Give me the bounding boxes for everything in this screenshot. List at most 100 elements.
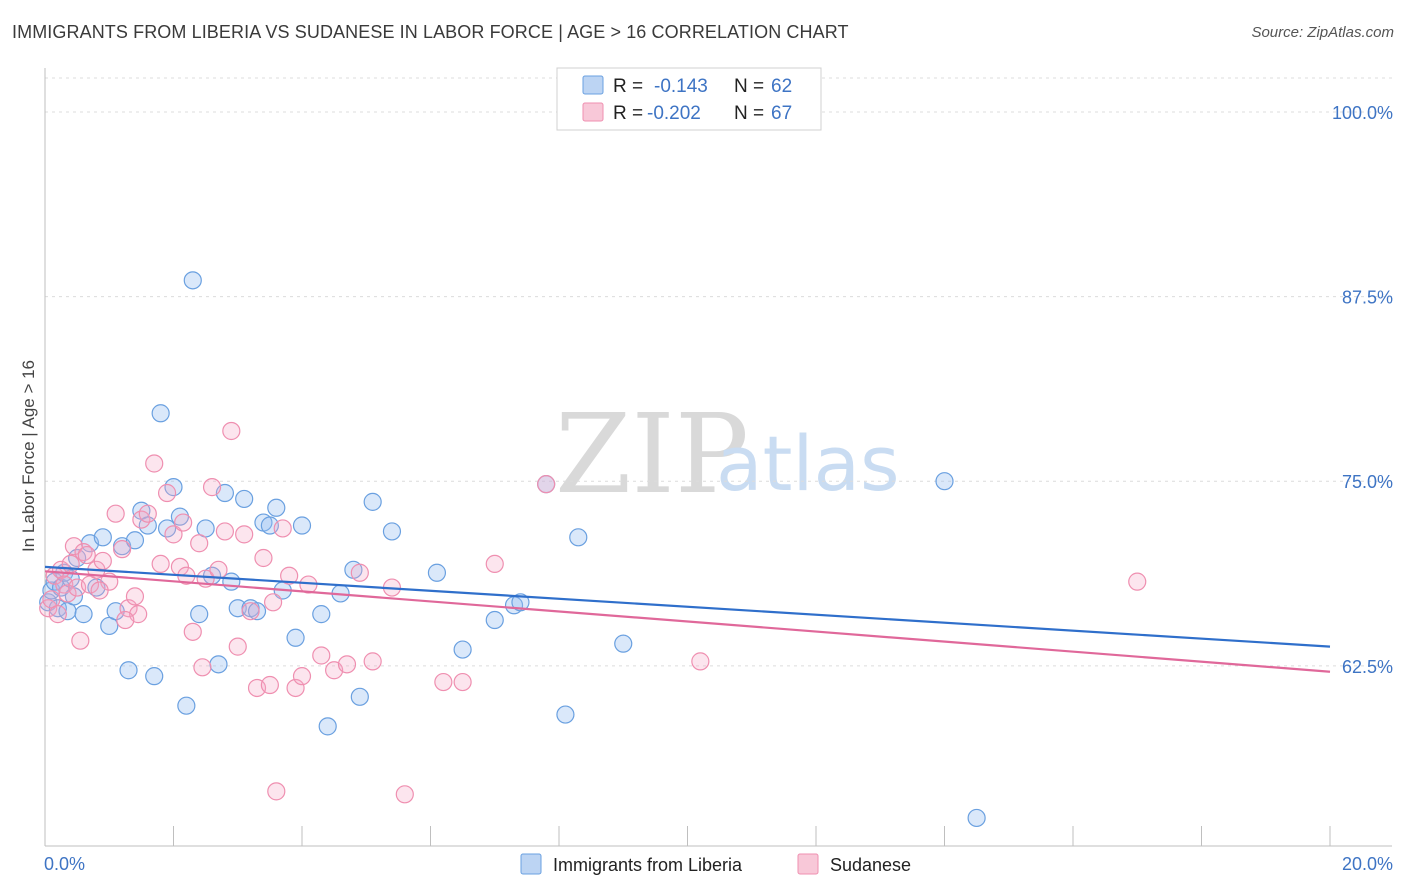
bottom-legend-label-sudanese: Sudanese: [830, 855, 911, 875]
legend-r-value-liberia: -0.143: [654, 76, 708, 97]
trend-lines: [44, 565, 1331, 673]
sudanese-point: [215, 522, 234, 541]
sudanese-point: [363, 652, 382, 671]
legend-n-value-sudanese: 67: [771, 103, 792, 124]
chart-title: IMMIGRANTS FROM LIBERIA VS SUDANESE IN L…: [12, 22, 849, 42]
liberia-point: [511, 593, 530, 612]
watermark-atlas: atlas: [716, 419, 900, 508]
legend: R = -0.143 N = 62 R = -0.202 N = 67: [556, 67, 822, 131]
sudanese-point: [260, 675, 279, 695]
bottom-legend-swatch-liberia: [520, 853, 542, 875]
sudanese-point: [434, 672, 453, 692]
bottom-legend-label-liberia: Immigrants from Liberia: [553, 855, 743, 875]
sudanese-point: [202, 478, 222, 497]
sudanese-point: [235, 525, 254, 544]
liberia-point: [569, 528, 588, 547]
sudanese-point: [71, 631, 90, 650]
liberia-point: [74, 605, 93, 624]
liberia-point: [145, 667, 164, 686]
sudanese-trend-line: [44, 570, 1331, 673]
sudanese-point: [183, 622, 202, 641]
liberia-point: [247, 602, 267, 621]
data-points: [39, 271, 1147, 828]
sudanese-point: [1128, 572, 1147, 591]
legend-r-value-sudanese: -0.202: [647, 103, 701, 124]
sudanese-point: [209, 560, 228, 579]
legend-r-label-liberia: R =: [613, 76, 643, 97]
grid-lines: [45, 77, 1392, 667]
liberia-point: [183, 271, 202, 290]
liberia-point: [318, 717, 337, 736]
x-tick-label: 20.0%: [1342, 854, 1393, 874]
sudanese-point: [254, 548, 273, 568]
sudanese-point: [453, 672, 472, 692]
sudanese-point: [273, 519, 292, 538]
sudanese-point: [241, 602, 260, 621]
liberia-point: [119, 661, 138, 680]
sudanese-point: [395, 785, 414, 804]
bottom-legend-swatch-sudanese: [797, 853, 819, 875]
sudanese-point: [116, 610, 135, 630]
liberia-point: [151, 404, 170, 423]
sudanese-point: [164, 525, 183, 544]
y-tick-label: 100.0%: [1332, 103, 1393, 123]
sudanese-point: [537, 475, 556, 494]
chart-source: Source: ZipAtlas.com: [1251, 24, 1394, 41]
liberia-trend-line: [44, 565, 1331, 648]
watermark-zip: ZIP: [555, 390, 749, 518]
y-tick-label: 62.5%: [1342, 657, 1393, 677]
legend-swatch-sudanese: [582, 102, 604, 122]
liberia-point: [190, 605, 209, 624]
sudanese-point: [292, 667, 312, 686]
legend-swatch-liberia: [582, 75, 604, 95]
sudanese-point: [64, 537, 84, 556]
liberia-point: [363, 492, 382, 511]
liberia-point: [235, 489, 254, 509]
sudanese-point: [90, 581, 109, 600]
sudanese-point: [280, 566, 299, 585]
liberia-point: [209, 655, 228, 674]
sudanese-point: [193, 658, 212, 677]
liberia-point: [935, 472, 954, 491]
sudanese-point: [222, 421, 241, 441]
legend-n-value-liberia: 62: [771, 76, 792, 97]
liberia-point: [427, 563, 447, 582]
liberia-point: [267, 498, 286, 517]
sudanese-point: [112, 540, 132, 559]
liberia-point: [614, 634, 633, 653]
bottom-legend: Immigrants from Liberia Sudanese: [520, 853, 911, 875]
legend-r-label-sudanese: R =: [613, 103, 643, 124]
liberia-point: [485, 610, 504, 630]
sudanese-point: [151, 554, 170, 574]
legend-n-label-sudanese: N =: [734, 103, 764, 124]
sudanese-point: [51, 560, 71, 579]
liberia-point: [453, 640, 472, 659]
sudanese-point: [157, 483, 177, 503]
sudanese-point: [485, 554, 504, 574]
sudanese-point: [58, 584, 77, 603]
sudanese-point: [93, 551, 112, 571]
liberia-point: [292, 516, 312, 535]
axes: 62.5% 75.0% 87.5% 100.0% 0.0% 20.0%: [44, 68, 1393, 874]
sudanese-point: [267, 782, 286, 801]
sudanese-point: [77, 545, 96, 565]
y-tick-label: 87.5%: [1342, 288, 1393, 308]
sudanese-point: [286, 678, 305, 698]
liberia-point: [382, 522, 402, 541]
sudanese-point: [190, 534, 209, 553]
liberia-point: [125, 531, 145, 550]
y-axis-label: In Labor Force | Age > 16: [19, 360, 38, 552]
sudanese-point: [145, 454, 164, 473]
sudanese-point: [337, 655, 357, 674]
legend-n-label-liberia: N =: [734, 76, 764, 97]
sudanese-point: [106, 504, 125, 523]
liberia-point: [39, 593, 58, 612]
liberia-point: [350, 687, 369, 706]
sudanese-point: [119, 599, 138, 618]
sudanese-point: [125, 587, 145, 606]
liberia-point: [177, 696, 196, 715]
liberia-point: [556, 705, 575, 724]
liberia-point: [312, 605, 331, 624]
liberia-point: [93, 528, 112, 547]
